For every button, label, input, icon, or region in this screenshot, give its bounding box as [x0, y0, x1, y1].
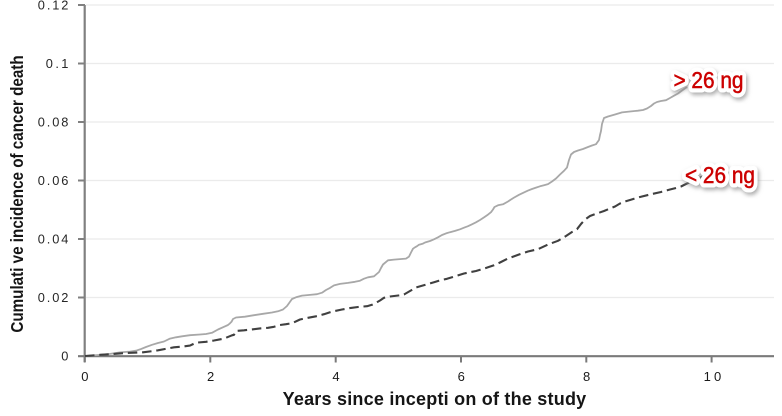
svg-text:> 26 ng: > 26 ng — [674, 67, 744, 93]
svg-text:0.1: 0.1 — [46, 56, 69, 71]
svg-text:0: 0 — [81, 369, 88, 384]
svg-text:0.04: 0.04 — [38, 232, 69, 247]
svg-text:< 26 ng: < 26 ng — [685, 162, 755, 188]
svg-text:Cumulati ve incidence of cance: Cumulati ve incidence of cancer death — [8, 55, 27, 332]
svg-text:Years since incepti on of the: Years since incepti on of the study — [283, 389, 587, 409]
svg-text:< 26 ng: < 26 ng — [685, 162, 755, 188]
svg-text:> 26 ng: > 26 ng — [674, 67, 744, 93]
svg-text:0.06: 0.06 — [38, 173, 69, 188]
svg-text:0: 0 — [61, 349, 68, 364]
svg-text:0.08: 0.08 — [38, 115, 69, 130]
svg-text:0.12: 0.12 — [38, 0, 69, 13]
svg-text:0.02: 0.02 — [38, 290, 69, 305]
svg-text:6: 6 — [458, 369, 465, 384]
svg-text:4: 4 — [332, 369, 339, 384]
svg-text:8: 8 — [583, 369, 590, 384]
svg-text:< 26 ng: < 26 ng — [685, 162, 755, 188]
svg-text:2: 2 — [207, 369, 214, 384]
svg-text:> 26 ng: > 26 ng — [674, 67, 744, 93]
